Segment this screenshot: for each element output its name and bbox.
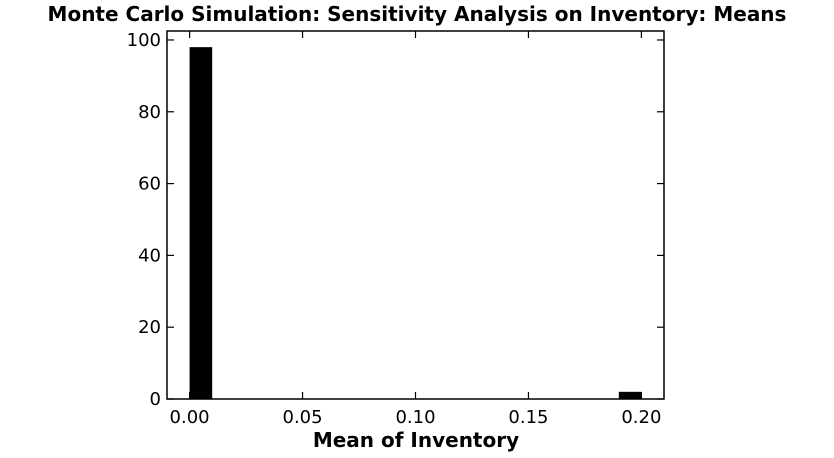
x-tick-label: 0.00 <box>170 407 210 428</box>
bar <box>618 391 642 399</box>
y-tick-label: 80 <box>138 102 161 123</box>
y-tick-label: 0 <box>150 389 161 410</box>
plot-frame <box>166 30 665 400</box>
x-tick-label: 0.20 <box>621 407 661 428</box>
y-tick-label: 20 <box>138 317 161 338</box>
y-tick-label: 100 <box>127 30 161 51</box>
x-tick-label: 0.15 <box>508 407 548 428</box>
y-tick-label: 40 <box>138 245 161 266</box>
x-tick-label: 0.10 <box>395 407 435 428</box>
y-tick-label: 60 <box>138 174 161 195</box>
chart-title: Monte Carlo Simulation: Sensitivity Anal… <box>48 2 787 26</box>
x-tick-label: 0.05 <box>283 407 323 428</box>
bar <box>189 47 213 399</box>
x-axis-label: Mean of Inventory <box>313 428 519 452</box>
